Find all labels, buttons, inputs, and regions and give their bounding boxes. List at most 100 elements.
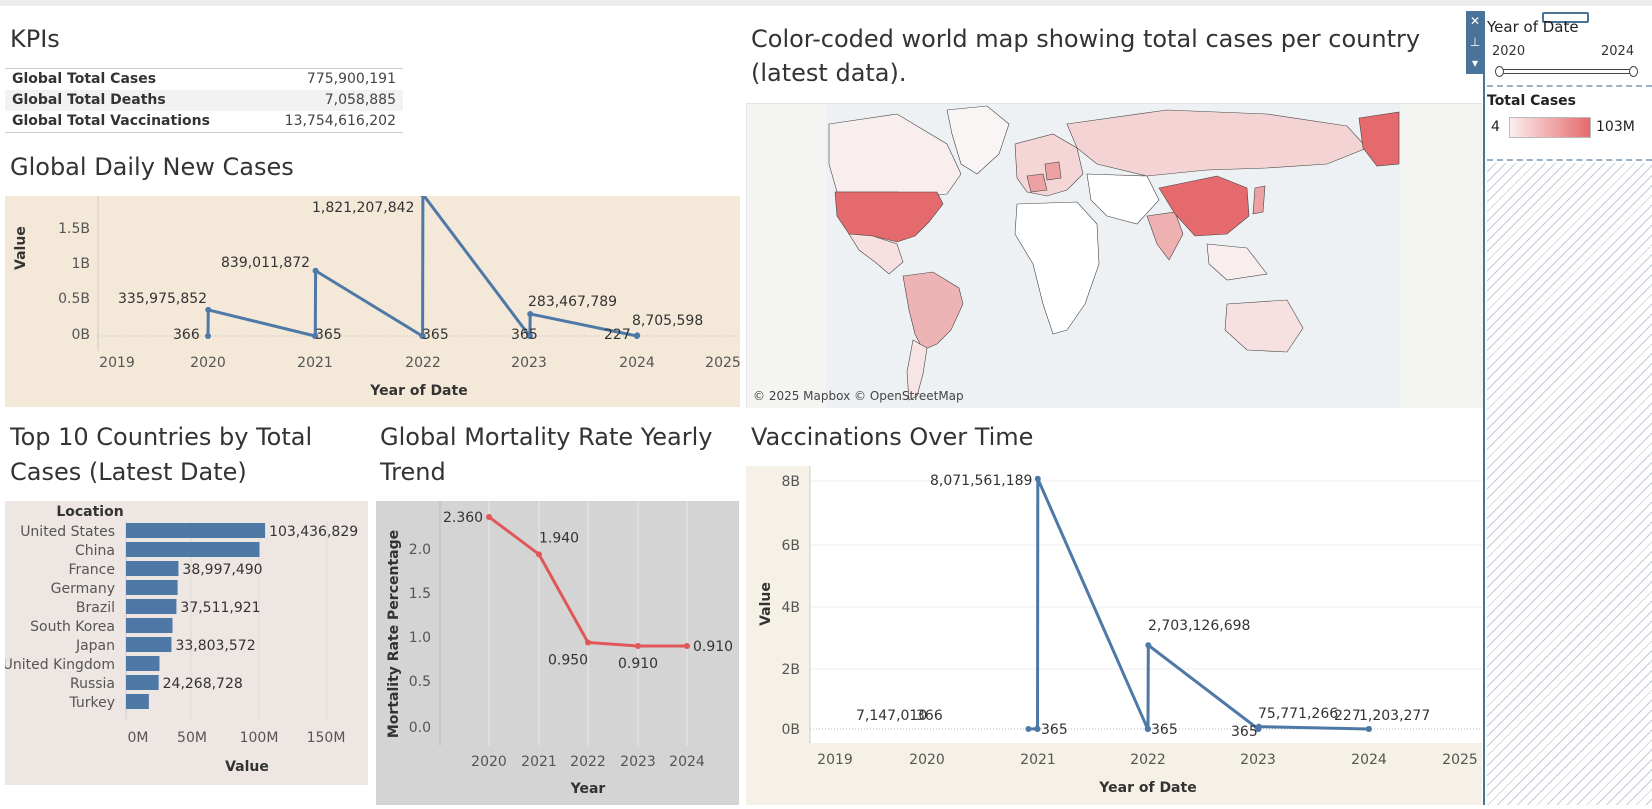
x-tick: 2022 <box>405 355 441 371</box>
data-label: 366 <box>173 327 200 343</box>
data-label: 0.910 <box>693 639 733 655</box>
category-label: United Kingdom <box>5 657 115 673</box>
map-country-brazil[interactable] <box>902 271 964 351</box>
map-country-greenland[interactable] <box>946 105 1010 175</box>
data-point <box>635 643 641 650</box>
kpi-value: 775,900,191 <box>306 71 396 87</box>
x-tick: 2023 <box>620 754 656 770</box>
map-country-australia[interactable] <box>1224 299 1304 353</box>
x-tick: 2019 <box>99 355 135 371</box>
data-label: 365 <box>1151 722 1178 738</box>
x-tick: 2024 <box>619 355 655 371</box>
category-label: Germany <box>51 581 115 597</box>
top10-panel[interactable]: Location United States 103,436,829 China Fr… <box>3 501 368 785</box>
map-country-argentina[interactable] <box>906 339 928 401</box>
y-tick: 2.0 <box>409 542 431 558</box>
data-label: 1.940 <box>539 530 579 546</box>
top10-chart[interactable]: Location United States 103,436,829 China Fr… <box>3 501 368 785</box>
data-label: 227 <box>1334 708 1361 724</box>
bar <box>126 599 177 614</box>
x-tick: 2024 <box>1351 752 1387 768</box>
vaccinations-title: Vaccinations Over Time <box>751 423 1034 451</box>
daily-cases-panel[interactable]: Value 1.5B 1B 0.5B 0B 2019 2020 2021 202… <box>5 189 741 407</box>
y-axis-title: Mortality Rate Percentage <box>386 530 402 738</box>
category-label: France <box>68 562 115 578</box>
pin-icon[interactable]: ⊥ <box>1469 35 1481 49</box>
data-point <box>585 639 591 646</box>
map-country-china[interactable] <box>1158 175 1250 237</box>
data-point <box>312 267 319 274</box>
data-point <box>527 310 534 317</box>
daily-cases-chart[interactable]: Value 1.5B 1B 0.5B 0B 2019 2020 2021 202… <box>5 189 741 407</box>
map-country-france[interactable] <box>1026 173 1048 193</box>
bar-value-label: 38,997,490 <box>182 562 262 578</box>
mortality-chart[interactable]: Mortality Rate Percentage 2.0 1.5 1.0 0.… <box>376 501 739 805</box>
vaccinations-line <box>1028 478 1370 732</box>
bar <box>126 656 160 671</box>
kpi-row-cases: Global Total Cases 775,900,191 <box>5 69 403 90</box>
bar-value-label: 103,436,829 <box>269 524 358 540</box>
kpi-row-vaccinations: Global Total Vaccinations 13,754,616,202 <box>5 111 403 132</box>
mortality-title: Global Mortality Rate Yearly Trend <box>380 423 713 486</box>
map-country-africa[interactable] <box>1014 201 1100 335</box>
x-tick: 0M <box>128 730 149 746</box>
y-tick: 0B <box>781 722 800 738</box>
x-tick: 2021 <box>1020 752 1056 768</box>
data-point <box>205 333 211 339</box>
category-label: United States <box>20 524 115 540</box>
map-country-alaska-east[interactable] <box>1358 111 1400 167</box>
map-country-japan[interactable] <box>1252 185 1266 215</box>
y-tick: 0.5 <box>409 674 431 690</box>
year-slider-handle-end[interactable] <box>1629 66 1638 77</box>
y-axis-title: Value <box>758 582 774 626</box>
world-map-svg[interactable]: © 2025 Mapbox © OpenStreetMap <box>747 104 1483 408</box>
map-country-se-asia[interactable] <box>1206 243 1268 281</box>
bar-value-label: 33,803,572 <box>175 638 255 654</box>
data-label: 227 <box>604 327 631 343</box>
mortality-panel[interactable]: Mortality Rate Percentage 2.0 1.5 1.0 0.… <box>376 501 739 805</box>
map-country-russia[interactable] <box>1066 109 1368 177</box>
panel-drag-handle[interactable] <box>1542 12 1589 23</box>
menu-dropdown-icon[interactable]: ▾ <box>1471 56 1479 70</box>
vaccinations-chart[interactable]: Value 8B 6B 4B 2B 0B 2019 2020 2021 2022… <box>746 466 1482 805</box>
y-tick: 0.0 <box>409 720 431 736</box>
x-tick: 50M <box>177 730 207 746</box>
y-tick: 8B <box>781 474 800 490</box>
close-icon[interactable]: ✕ <box>1469 14 1481 28</box>
world-map[interactable]: © 2025 Mapbox © OpenStreetMap <box>746 103 1483 408</box>
category-label: Turkey <box>68 695 115 711</box>
map-country-usa[interactable] <box>834 191 944 243</box>
data-label: 365 <box>315 327 342 343</box>
category-label: Brazil <box>76 600 115 616</box>
bar-value-label: 24,268,728 <box>163 676 243 692</box>
bar <box>126 542 260 557</box>
map-country-mexico[interactable] <box>848 233 904 275</box>
y-tick: 0B <box>71 327 90 343</box>
x-axis-title: Year of Date <box>1098 780 1196 796</box>
legend-min: 4 <box>1491 119 1500 135</box>
bar <box>126 694 149 709</box>
x-tick: 2019 <box>817 752 853 768</box>
map-country-germany[interactable] <box>1044 161 1062 181</box>
data-label: 8,705,598 <box>632 313 703 329</box>
sidebar-empty-area <box>1487 163 1652 805</box>
data-point <box>1145 726 1151 732</box>
data-point <box>536 551 542 558</box>
bar-value-label: 37,511,921 <box>180 600 260 616</box>
year-slider-handle-start[interactable] <box>1495 66 1504 77</box>
data-label: 8,071,561,189 <box>930 473 1032 489</box>
map-country-india[interactable] <box>1146 211 1184 261</box>
top10-header: Location <box>56 504 123 520</box>
x-tick: 2021 <box>521 754 557 770</box>
year-range-slider[interactable] <box>1499 69 1634 74</box>
data-label: 366 <box>916 708 943 724</box>
data-label: 365 <box>1041 722 1068 738</box>
filter-sidebar <box>1483 11 1652 805</box>
vaccinations-panel[interactable]: Value 8B 6B 4B 2B 0B 2019 2020 2021 2022… <box>746 466 1482 805</box>
y-tick: 1.5 <box>409 586 431 602</box>
kpi-label: Global Total Cases <box>12 71 157 87</box>
kpi-label: Global Total Deaths <box>12 92 166 108</box>
map-title: Color-coded world map showing total case… <box>751 25 1421 87</box>
data-label: 7,147,010 <box>856 708 927 724</box>
map-country-central-asia[interactable] <box>1086 173 1160 225</box>
